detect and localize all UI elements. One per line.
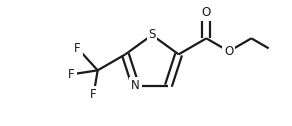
Text: F: F: [90, 88, 97, 101]
Text: O: O: [224, 45, 234, 58]
Text: F: F: [68, 68, 75, 81]
Text: F: F: [74, 42, 81, 55]
Text: O: O: [202, 6, 211, 19]
Text: S: S: [148, 28, 156, 41]
Text: N: N: [131, 79, 140, 92]
